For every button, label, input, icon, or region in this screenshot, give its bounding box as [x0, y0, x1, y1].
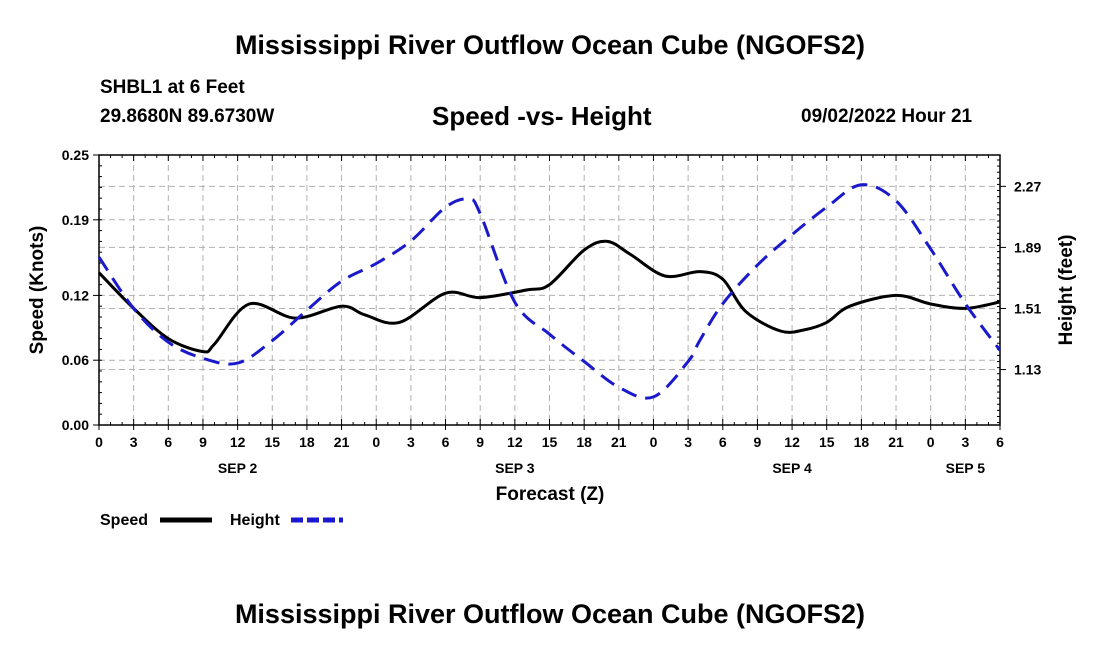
x-tick-label: 0: [927, 434, 935, 450]
x-axis-title: Forecast (Z): [496, 484, 605, 505]
y-tick-label: 0.19: [62, 212, 89, 228]
x-tick-label: 21: [334, 434, 350, 450]
station-label: SHBL1 at 6 Feet: [100, 77, 245, 98]
x-tick-label: 9: [754, 434, 762, 450]
x-tick-label: 12: [230, 434, 246, 450]
x-tick-label: 0: [372, 434, 380, 450]
x-tick-label: 6: [164, 434, 172, 450]
x-tick-label: 15: [542, 434, 558, 450]
x-tick-label: 15: [264, 434, 280, 450]
forecast-datetime: 09/02/2022 Hour 21: [801, 106, 973, 127]
date-label: SEP 4: [772, 460, 812, 476]
x-tick-label: 6: [996, 434, 1004, 450]
legend-label-height: Height: [230, 512, 280, 529]
x-tick-label: 3: [684, 434, 692, 450]
x-tick-label: 3: [961, 434, 969, 450]
x-tick-label: 9: [476, 434, 484, 450]
date-label: SEP 2: [218, 460, 258, 476]
coordinates-label: 29.8680N 89.6730W: [100, 106, 275, 127]
y-tick-label: 0.06: [62, 352, 89, 368]
y2-tick-label: 1.89: [1014, 239, 1041, 255]
speed-series-line: [97, 239, 1001, 354]
chart-title: Mississippi River Outflow Ocean Cube (NG…: [234, 30, 866, 60]
y-tick-label: 0.12: [62, 287, 89, 303]
grid: [99, 155, 1000, 425]
x-tick-label: 12: [784, 434, 800, 450]
y2-tick-label: 2.27: [1014, 178, 1041, 194]
date-label: SEP 3: [495, 460, 535, 476]
height-series-line: [97, 183, 1002, 400]
x-tick-label: 18: [576, 434, 592, 450]
y-axis-title: Speed (Knots): [27, 226, 48, 355]
x-tick-label: 18: [854, 434, 870, 450]
x-tick-label: 0: [95, 434, 103, 450]
x-tick-label: 6: [442, 434, 450, 450]
y-tick-label: 0.00: [62, 417, 89, 433]
x-tick-label: 3: [130, 434, 138, 450]
legend-label-speed: Speed: [100, 512, 148, 529]
date-label: SEP 5: [946, 460, 986, 476]
y-tick-label: 0.25: [62, 147, 89, 163]
x-tick-label: 21: [611, 434, 627, 450]
chart-subtitle: Speed -vs- Height: [432, 101, 652, 131]
x-tick-label: 15: [819, 434, 835, 450]
x-tick-label: 6: [719, 434, 727, 450]
y2-axis-title: Height (feet): [1056, 235, 1077, 346]
footer-title: Mississippi River Outflow Ocean Cube (NG…: [234, 599, 866, 629]
x-tick-label: 12: [507, 434, 523, 450]
x-tick-label: 9: [199, 434, 207, 450]
x-tick-label: 0: [650, 434, 658, 450]
x-tick-label: 3: [407, 434, 415, 450]
x-tick-label: 18: [299, 434, 315, 450]
y2-tick-label: 1.13: [1014, 362, 1041, 378]
x-tick-label: 21: [888, 434, 904, 450]
y2-tick-label: 1.51: [1014, 300, 1041, 316]
